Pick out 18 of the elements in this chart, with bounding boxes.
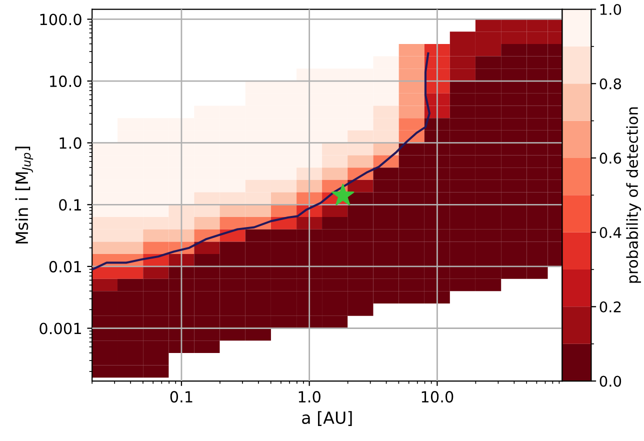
color-bar-label: 1.0 xyxy=(600,4,622,16)
color-bar-label: 0.4 xyxy=(600,227,622,238)
y-axis-title: Msin i [M$_{Jup}$] xyxy=(15,146,34,244)
x-tick-label: 0.1 xyxy=(170,391,192,403)
y-tick-label: 0.1 xyxy=(59,199,81,211)
y-tick-label: 0.01 xyxy=(49,260,81,272)
color-bar-title: probability of detection xyxy=(626,107,641,283)
y-tick-label: 0.001 xyxy=(40,322,81,334)
y-tick-label: 100.0 xyxy=(40,14,82,26)
x-axis-title: a [AU] xyxy=(302,411,352,426)
y-tick-label: 1.0 xyxy=(60,137,82,149)
color-bar-label: 0.2 xyxy=(600,301,621,312)
y-tick-label: 10.0 xyxy=(50,76,82,88)
color-bar-label: 0.0 xyxy=(600,376,622,387)
color-bar-label: 0.6 xyxy=(600,152,622,164)
x-tick-label: 1.0 xyxy=(298,391,320,403)
x-tick-label: 10.0 xyxy=(422,391,454,403)
color-bar-label: 0.8 xyxy=(600,78,622,90)
